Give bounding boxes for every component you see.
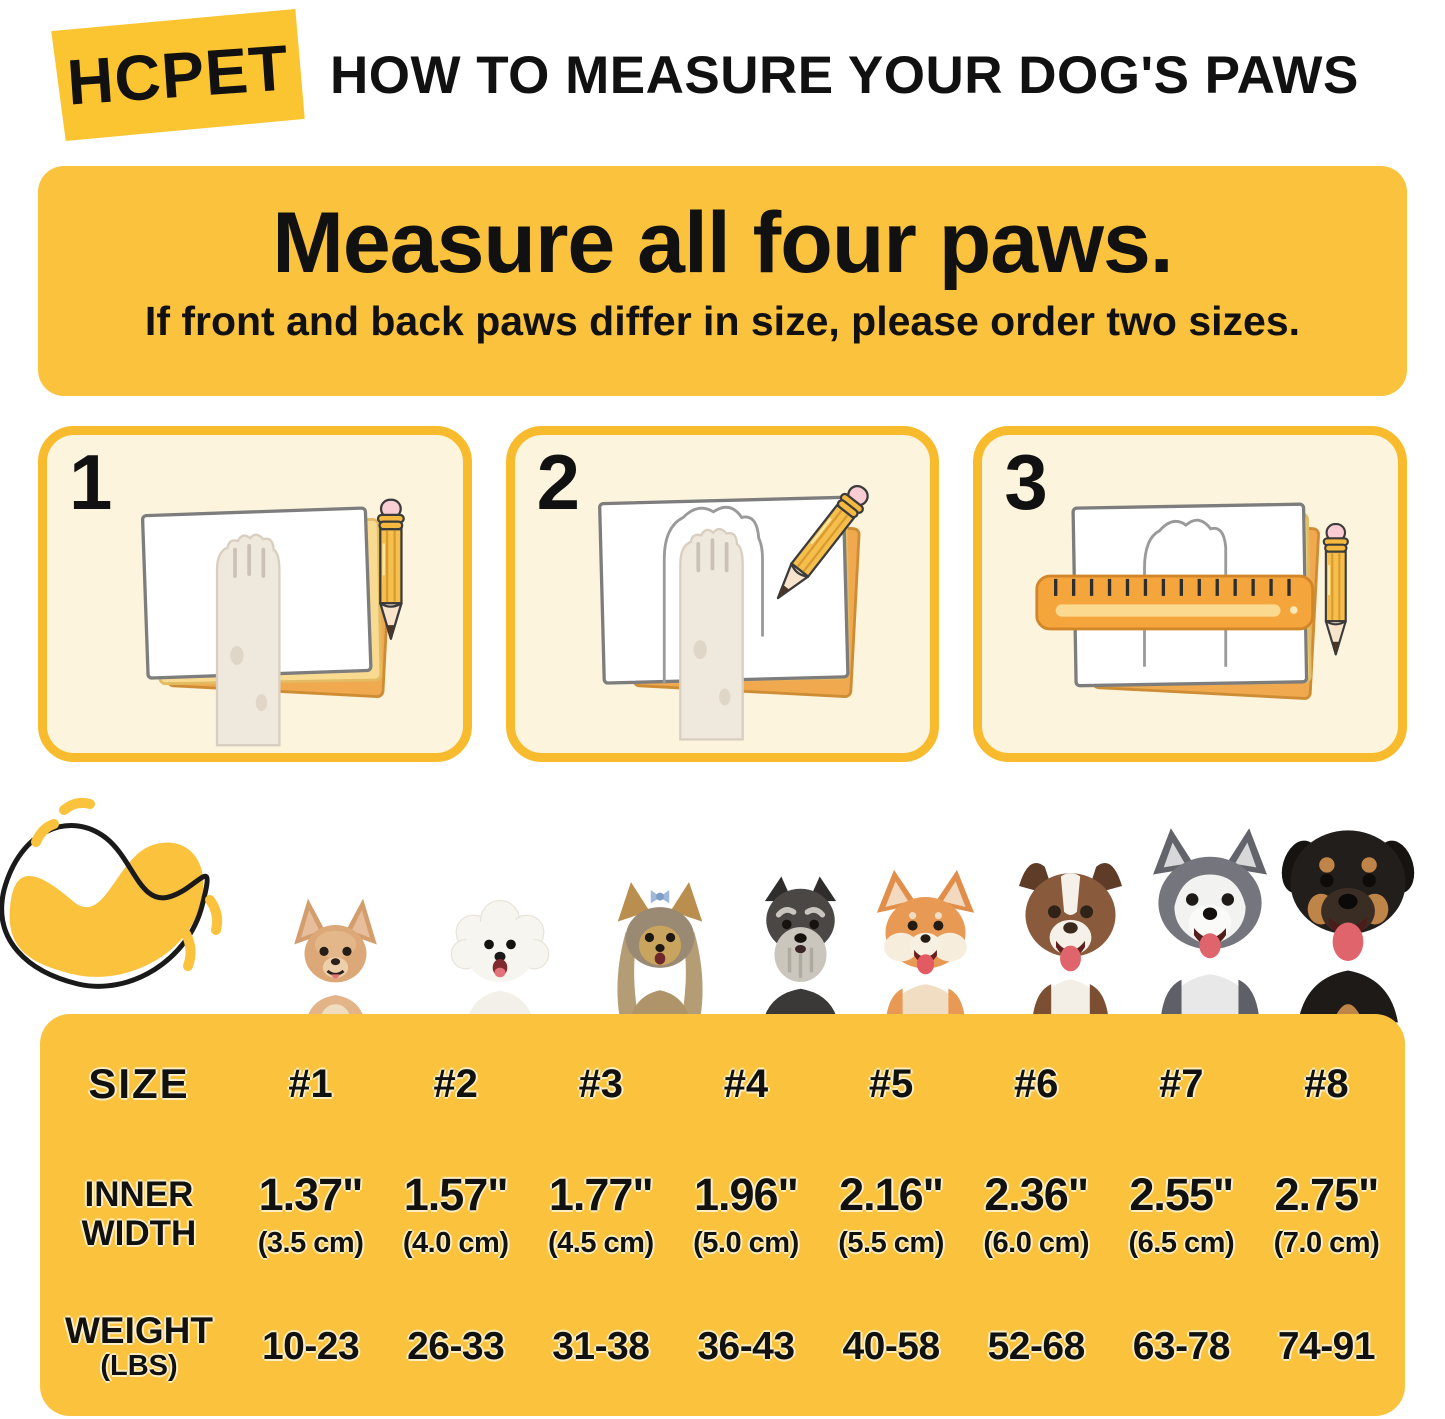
weight-4: 36-43 bbox=[697, 1325, 795, 1368]
inner-width-5: 2.16" (5.5 cm) bbox=[838, 1168, 944, 1259]
step-card-2: 2 bbox=[505, 426, 940, 762]
step-number-2: 2 bbox=[536, 438, 581, 526]
traced-outline bbox=[662, 505, 764, 684]
measure-with-ruler-illustration bbox=[1035, 502, 1350, 700]
step-card-1: 1 bbox=[38, 426, 472, 762]
ruler-icon bbox=[1035, 574, 1315, 631]
inner-width-3: 1.77" (4.5 cm) bbox=[548, 1168, 654, 1259]
page-title: HOW TO MEASURE YOUR DOG'S PAWS bbox=[330, 45, 1359, 105]
dog-photo-bichon-frise bbox=[450, 900, 550, 1026]
inner-width-6: 2.36" (6.0 cm) bbox=[983, 1168, 1089, 1259]
banner-subheading: If front and back paws differ in size, p… bbox=[144, 298, 1301, 345]
inner-width-1: 1.37" (3.5 cm) bbox=[257, 1168, 364, 1259]
traced-outline bbox=[1143, 518, 1228, 667]
weight-2: 26-33 bbox=[407, 1325, 505, 1368]
dog-photo-chihuahua bbox=[294, 898, 377, 1026]
size-value-4: #4 bbox=[723, 1061, 769, 1106]
size-value-7: #7 bbox=[1159, 1061, 1204, 1106]
inner-width-2: 1.57" (4.0 cm) bbox=[402, 1168, 509, 1259]
size-value-3: #3 bbox=[578, 1061, 624, 1106]
paw-on-paper-illustration bbox=[140, 498, 405, 748]
dog-photo-rottweiler bbox=[1281, 830, 1415, 1023]
dog-photo-shiba-inu bbox=[876, 869, 975, 1026]
logo-text: HCPET bbox=[64, 31, 292, 119]
hcpet-logo: HCPET bbox=[52, 11, 304, 139]
swoosh-decoration bbox=[0, 797, 223, 989]
size-value-2: #2 bbox=[433, 1061, 478, 1106]
dog-paw bbox=[215, 532, 282, 748]
row-label-inner-width: INNER WIDTH bbox=[81, 1174, 197, 1253]
step-card-3: 3 bbox=[973, 426, 1408, 762]
step-number-3: 3 bbox=[1004, 438, 1048, 526]
trace-paw-illustration bbox=[597, 479, 875, 742]
size-chart-table: SIZE #1 #2 #3 #4 #5 #6 #7 #8 INNER WIDTH… bbox=[40, 1014, 1405, 1416]
dog-photo-alaskan-malamute bbox=[1153, 828, 1267, 1026]
weight-1: 10-23 bbox=[261, 1325, 360, 1368]
dog-paw bbox=[678, 527, 745, 742]
pencil-icon bbox=[1323, 523, 1350, 656]
inner-width-8: 2.75" (7.0 cm) bbox=[1273, 1168, 1380, 1259]
row-label-weight: WEIGHT (LBS) bbox=[65, 1309, 213, 1383]
size-value-1: #1 bbox=[288, 1061, 333, 1106]
dog-photo-miniature-schnauzer bbox=[762, 876, 839, 1026]
size-value-8: #8 bbox=[1304, 1061, 1349, 1106]
dog-breeds-row bbox=[0, 788, 1445, 1026]
size-value-6: #6 bbox=[1013, 1061, 1059, 1106]
inner-width-4: 1.96" (5.0 cm) bbox=[693, 1168, 799, 1259]
weight-6: 52-68 bbox=[987, 1325, 1086, 1368]
size-value-5: #5 bbox=[868, 1061, 914, 1106]
header: HCPET HOW TO MEASURE YOUR DOG'S PAWS bbox=[0, 0, 1445, 150]
dog-photo-yorkshire-terrier bbox=[617, 882, 703, 1026]
weight-8: 74-91 bbox=[1277, 1325, 1376, 1368]
banner-heading: Measure all four paws. bbox=[272, 195, 1173, 291]
measuring-steps: 1 2 3 bbox=[38, 426, 1408, 762]
row-label-size: SIZE bbox=[88, 1060, 190, 1107]
step-number-1: 1 bbox=[69, 438, 113, 526]
weight-7: 63-78 bbox=[1132, 1325, 1231, 1368]
weight-5: 40-58 bbox=[842, 1325, 940, 1368]
measure-banner: Measure all four paws. If front and back… bbox=[38, 166, 1407, 396]
weight-3: 31-38 bbox=[552, 1325, 650, 1368]
inner-width-7: 2.55" (6.5 cm) bbox=[1128, 1168, 1235, 1259]
